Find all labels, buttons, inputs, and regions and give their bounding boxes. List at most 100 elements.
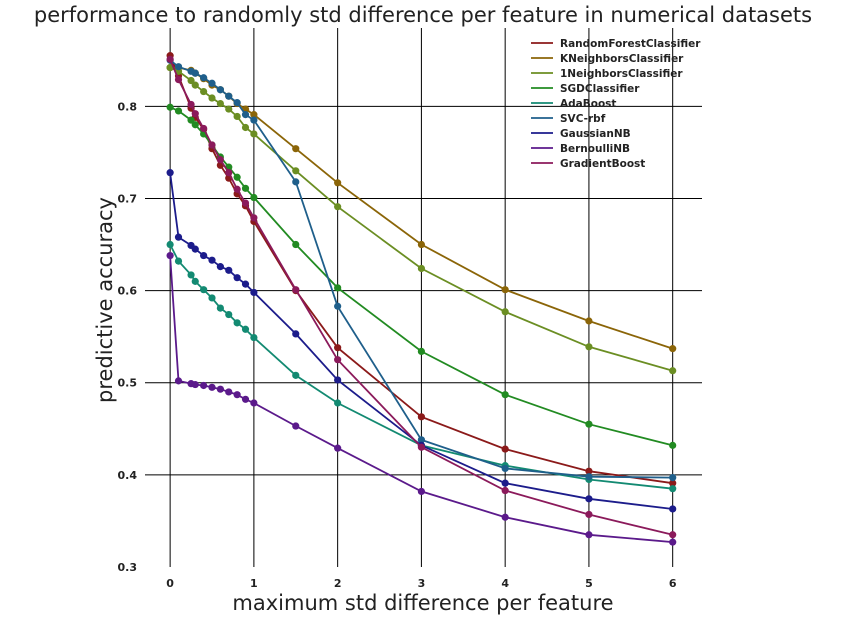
data-point [200,286,208,294]
data-point [208,294,216,302]
data-point [200,74,208,82]
data-point [292,240,300,249]
data-point [417,413,426,421]
x-axis-ticks: 0 1 2 3 4 5 6 [166,577,677,590]
series-svc-rbf [166,56,677,482]
data-point [225,92,233,100]
data-point [501,479,509,487]
data-point [250,116,258,124]
data-point [585,473,593,481]
data-point [166,55,174,63]
data-point [417,487,426,496]
legend-item: 1NeighborsClassifier [531,68,683,80]
data-point [200,251,208,260]
data-point [166,169,174,177]
y-tick-label: 0.7 [118,192,138,205]
series-sgdclassifier [166,103,677,449]
data-point [241,184,250,192]
data-point [585,531,593,539]
data-point [233,391,241,399]
data-point [216,99,224,108]
data-point [187,76,195,85]
data-point [241,395,250,403]
data-point [233,274,241,282]
data-point [250,193,258,202]
data-point [174,257,183,265]
y-tick-label: 0.3 [118,561,138,574]
y-tick-label: 0.8 [118,100,138,113]
x-tick-label: 3 [418,577,426,590]
legend-item: BernoulliNB [531,143,630,155]
data-point [501,513,509,521]
data-point [166,240,174,249]
legend-label: GradientBoost [560,158,645,170]
data-point [241,111,250,119]
legend-label: SGDClassifier [560,83,640,95]
series-layer [166,52,677,546]
data-point [187,116,195,124]
data-point [233,185,241,193]
legend-item: SVC-rbf [531,113,606,125]
data-point [216,86,224,94]
y-axis-ticks: 0.3 0.4 0.5 0.6 0.7 0.8 [118,100,138,574]
y-tick-label: 0.6 [118,285,138,298]
x-tick-label: 1 [250,577,258,590]
y-tick-label: 0.4 [118,469,138,482]
legend-item: GradientBoost [531,158,645,170]
data-point [200,124,208,133]
legend-item: GaussianNB [531,128,631,140]
data-point [208,256,216,264]
data-point [334,376,342,384]
data-point [334,179,342,187]
grid [145,28,702,567]
data-point [191,110,199,118]
legend-label: 1NeighborsClassifier [560,68,683,80]
data-point [208,141,216,149]
data-point [585,495,593,503]
data-point [166,251,174,260]
legend-label: AdaBoost [560,98,616,110]
data-point [585,343,593,351]
legend-item: KNeighborsClassifier [531,53,684,65]
data-point [174,107,183,115]
data-point [250,288,258,297]
data-point [585,467,593,475]
data-point [292,178,300,186]
data-point [250,130,258,138]
data-point [334,284,342,292]
data-point [585,420,593,428]
data-point [292,286,300,294]
x-tick-label: 2 [334,577,342,590]
data-point [241,199,250,207]
x-tick-label: 0 [166,577,174,590]
series-gaussiannb [166,169,677,513]
data-point [292,371,300,379]
data-point [292,167,300,175]
data-point [334,399,342,407]
data-point [334,356,342,364]
data-point [669,479,677,487]
data-point [585,510,593,519]
data-point [225,388,233,396]
data-point [174,233,183,241]
data-point [292,422,300,430]
data-point [501,445,509,453]
data-point [417,347,426,355]
legend-item: SGDClassifier [531,83,640,95]
legend-label: GaussianNB [560,128,631,140]
data-point [174,63,183,71]
legend-item: RandomForestClassifier [531,38,701,50]
data-point [417,443,426,451]
data-point [241,325,250,333]
y-axis-label: predictive accuracy [93,197,117,403]
data-point [233,173,241,181]
series-gradientboost [166,55,677,539]
data-point [501,486,509,495]
data-point [216,385,224,393]
data-point [241,280,250,288]
data-point [417,264,426,273]
data-point [669,441,677,449]
data-point [669,538,677,546]
data-point [501,464,509,473]
data-point [669,367,677,375]
